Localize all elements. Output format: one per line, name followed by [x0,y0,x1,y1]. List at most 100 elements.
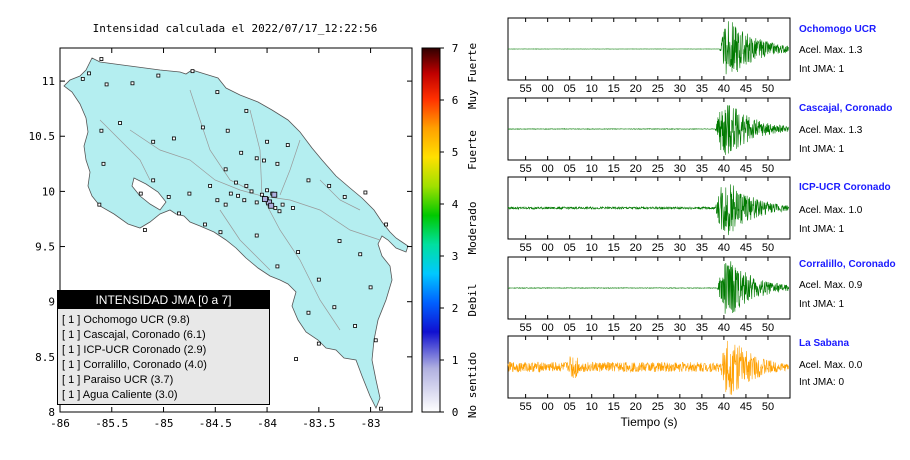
station-marker [104,82,109,87]
time-tick-label: 50 [762,322,774,334]
station-marker [291,206,295,210]
legend-entry: [ 1 ] Agua Caliente (3.0) [62,389,178,401]
time-tick-label: 25 [652,83,664,95]
station-marker [151,178,156,183]
time-tick-label: 20 [630,322,642,334]
time-tick-label: 10 [586,401,598,413]
y-tick-label: 11 [42,75,55,88]
seismogram-trace [508,261,789,314]
station-marker [275,161,280,166]
y-tick-label: 8.5 [35,351,55,364]
station-marker [97,202,102,207]
station-marker [142,228,147,232]
station-marker [80,76,85,81]
station-markers [80,57,389,411]
seismogram-trace [507,105,789,155]
legend-entry: [ 1 ] Ochomogo UCR (9.8) [62,314,190,326]
x-tick-label: -84.5 [199,417,232,430]
colorbar-category-label: Fuerte [466,130,479,170]
colorbar-tick-label: 5 [452,146,459,159]
station-marker [384,222,389,227]
station-marker [156,73,161,78]
station-marker [342,195,347,199]
station-marker [358,252,363,257]
time-tick-label: 20 [630,163,642,175]
legend-entry: [ 1 ] Corralillo, Coronado (4.0) [62,359,207,371]
colorbar-tick-label: 2 [452,302,459,315]
time-tick-label: 40 [718,83,730,95]
station-acel-label: Acel. Max. 1.3 [799,45,863,56]
legend-header: INTENSIDAD JMA [0 a 7] [58,291,269,309]
station-marker [254,200,259,205]
time-tick-label: 45 [740,401,752,413]
station-marker [249,189,254,194]
station-marker [242,198,247,203]
station-name-label: ICP-UCR Coronado [799,182,891,193]
time-tick-label: 40 [718,242,730,254]
time-axis-label: Tiempo (s) [620,415,678,429]
station-marker [101,161,106,166]
time-tick-label: 55 [520,242,532,254]
time-tick-label: 15 [608,83,620,95]
station-marker [294,357,298,361]
time-tick-label: 35 [696,83,708,95]
time-tick-label: 15 [608,401,620,413]
station-acel-label: Acel. Max. 1.3 [799,125,863,136]
x-tick-label: -86 [50,417,70,430]
station-marker [379,406,383,411]
time-tick-label: 40 [718,163,730,175]
station-marker [368,285,373,290]
time-tick-label: 05 [564,83,576,95]
seismogram-panel: 55 00 05 10 15 20 25 30 35 40 45 50 [507,97,791,175]
station-marker [254,233,259,238]
station-marker [244,108,249,113]
time-tick-label: 35 [696,322,708,334]
time-tick-label: 15 [608,322,620,334]
station-marker-active [268,202,275,209]
time-tick-label: 40 [718,322,730,334]
station-marker-active [262,196,268,203]
colorbar-category-label: No sentido [466,352,479,418]
time-tick-label: 20 [630,83,642,95]
station-marker [254,156,259,161]
time-tick-label: 05 [564,322,576,334]
station-marker [262,158,266,163]
time-tick-label: 35 [696,242,708,254]
x-tick-label: -85.5 [95,417,128,430]
time-tick-label: 50 [762,242,774,254]
station-marker [223,167,228,172]
y-tick-label: 9 [48,296,55,309]
station-marker [200,125,205,130]
time-tick-label: 00 [542,322,554,334]
station-int-label: Int JMA: 1 [799,64,845,75]
time-tick-label: 25 [652,322,664,334]
time-tick-label: 00 [542,83,554,95]
time-tick-label: 50 [762,401,774,413]
time-tick-label: 00 [542,163,554,175]
seismogram-panel: 55 00 05 10 15 20 25 30 35 40 45 50 [507,256,791,334]
time-tick-label: 45 [740,322,752,334]
station-marker [236,193,240,198]
time-tick-label: 45 [740,242,752,254]
station-marker [203,222,207,227]
time-tick-label: 55 [520,401,532,413]
y-tick-label: 10 [42,185,55,198]
intensity-legend: INTENSIDAD JMA [0 a 7] [ 1 ] Ochomogo UC… [57,290,270,405]
station-marker [87,71,91,76]
y-tick-label: 10.5 [29,130,56,143]
time-tick-label: 30 [674,83,686,95]
station-marker [337,239,342,243]
station-name-label: Cascajal, Coronado [799,103,893,114]
x-tick-label: -84 [257,417,277,430]
x-tick-label: -83.5 [302,417,335,430]
station-marker [332,305,337,310]
station-acel-label: Acel. Max. 0.9 [799,280,863,291]
station-marker [99,57,104,61]
station-marker [151,139,156,144]
time-tick-label: 40 [718,401,730,413]
map-borders [99,89,381,331]
y-tick-label: 8 [48,406,55,419]
seismogram-trace [507,184,789,236]
station-marker [280,202,285,207]
station-acel-label: Acel. Max. 0.0 [799,360,863,371]
